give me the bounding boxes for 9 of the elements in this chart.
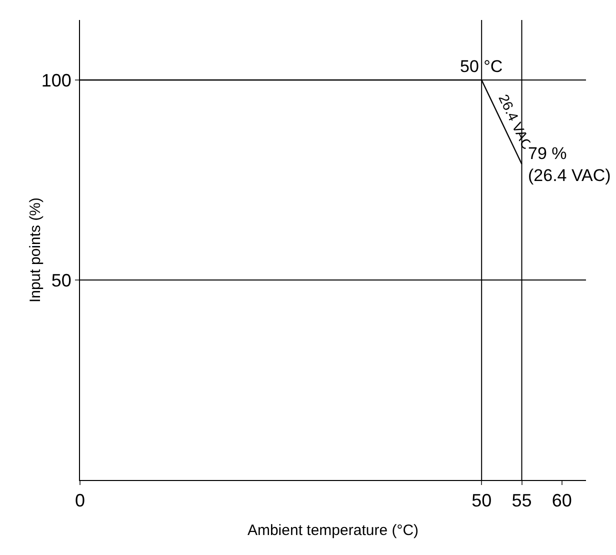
- x-axis-title: Ambient temperature (°C): [247, 522, 419, 539]
- annotation: 50 °C: [460, 57, 503, 76]
- x-tick-label: 60: [552, 490, 572, 511]
- x-tick-label: 0: [74, 490, 86, 511]
- annotation: 79 % (26.4 VAC): [528, 144, 611, 186]
- x-tick-label: 50: [472, 490, 492, 511]
- x-tick-label: 55: [512, 490, 532, 511]
- y-axis-title: Input points (%): [27, 197, 44, 303]
- y-tick-label: 100: [41, 70, 72, 90]
